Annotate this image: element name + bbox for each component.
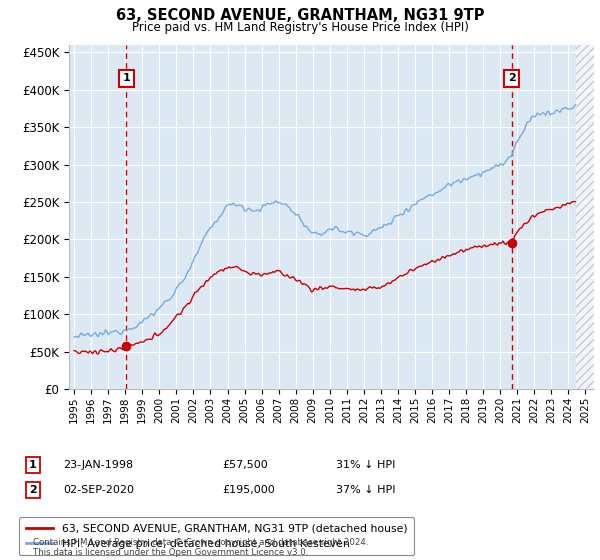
- Text: £57,500: £57,500: [222, 460, 268, 470]
- Text: 63, SECOND AVENUE, GRANTHAM, NG31 9TP: 63, SECOND AVENUE, GRANTHAM, NG31 9TP: [116, 8, 484, 24]
- Text: 23-JAN-1998: 23-JAN-1998: [63, 460, 133, 470]
- Text: 37% ↓ HPI: 37% ↓ HPI: [336, 485, 395, 495]
- Text: Contains HM Land Registry data © Crown copyright and database right 2024.
This d: Contains HM Land Registry data © Crown c…: [33, 538, 368, 557]
- Text: Price paid vs. HM Land Registry's House Price Index (HPI): Price paid vs. HM Land Registry's House …: [131, 21, 469, 34]
- Legend: 63, SECOND AVENUE, GRANTHAM, NG31 9TP (detached house), HPI: Average price, deta: 63, SECOND AVENUE, GRANTHAM, NG31 9TP (d…: [19, 517, 413, 556]
- Text: 2: 2: [508, 73, 515, 83]
- Text: 31% ↓ HPI: 31% ↓ HPI: [336, 460, 395, 470]
- Bar: [575, 45, 594, 389]
- Text: £195,000: £195,000: [222, 485, 275, 495]
- Text: 1: 1: [122, 73, 130, 83]
- Text: 1: 1: [29, 460, 37, 470]
- Text: 2: 2: [29, 485, 37, 495]
- Text: 02-SEP-2020: 02-SEP-2020: [63, 485, 134, 495]
